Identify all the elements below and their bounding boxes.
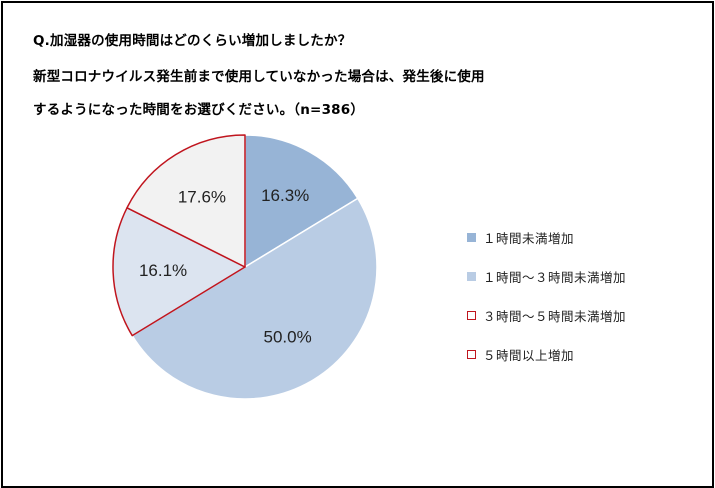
pie-slice-3 [112,207,246,337]
legend-item-1: １時間未満増加 [467,228,626,267]
pie-slice-2 [131,197,378,400]
legend-label: １時間～３時間未満増加 [483,270,627,285]
legend: １時間未満増加 １時間～３時間未満増加 ３時間～５時間未満増加 ５時間以上増加 [467,228,626,384]
legend-label: ３時間～５時間未満増加 [483,309,627,324]
pie-slice-1 [244,134,359,268]
slice-label-1: 16.3% [261,186,309,205]
slice-label-2: 50.0% [264,328,312,347]
legend-swatch [467,311,476,320]
legend-item-3: ３時間～５時間未満増加 [467,306,626,345]
slice-label-3: 16.1% [139,261,187,280]
legend-item-2: １時間～３時間未満増加 [467,267,626,306]
legend-label: １時間未満増加 [483,231,575,246]
legend-label: ５時間以上増加 [483,348,575,363]
question-line-2: 新型コロナウイルス発生前まで使用していなかった場合は、発生後に使用 [33,69,485,85]
legend-swatch [467,350,476,359]
slice-label-4: 17.6% [178,188,226,207]
legend-item-4: ５時間以上増加 [467,345,626,384]
pie-slice-4 [126,134,246,268]
question-line-1: Q.加湿器の使用時間はどのくらい増加しましたか？ [33,33,352,49]
question-line-3: するようになった時間をお選びください。（n=386） [33,102,365,118]
legend-swatch [467,233,476,242]
legend-swatch [467,272,476,281]
